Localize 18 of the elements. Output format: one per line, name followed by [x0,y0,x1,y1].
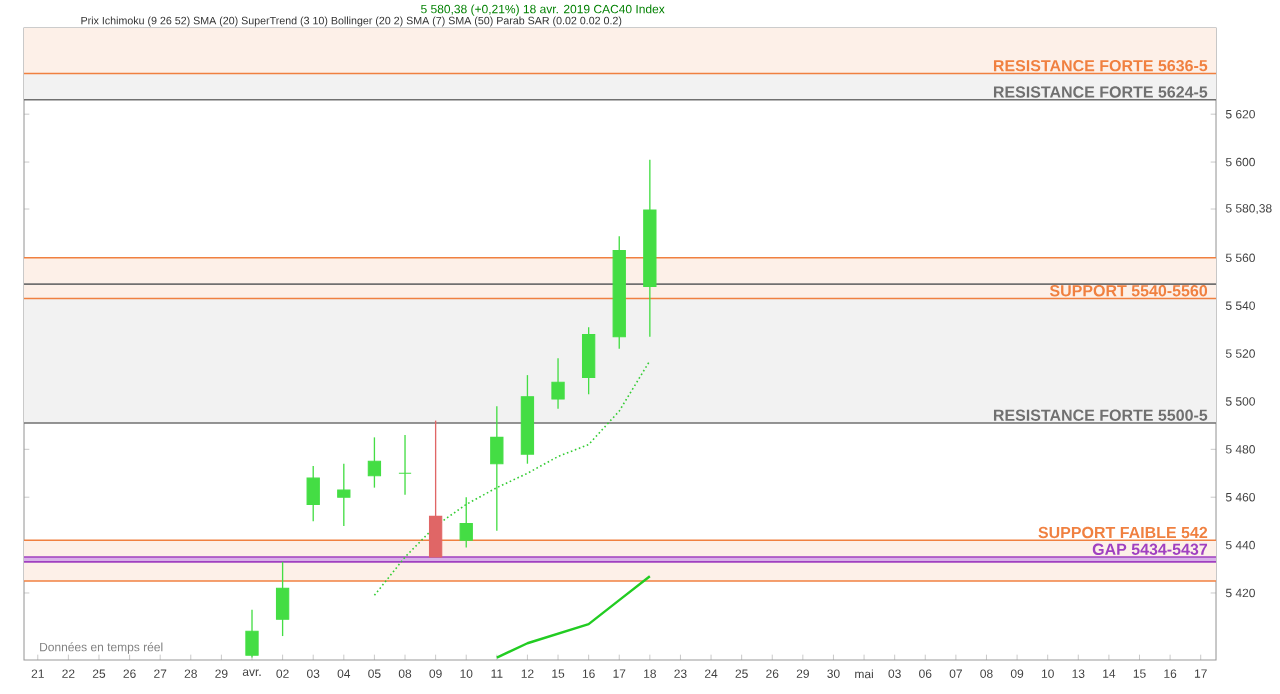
candlestick [459,496,473,549]
candlestick [306,465,320,522]
ref-line-label: SUPPORT 5540-5560 [1049,285,1208,297]
ref-line-label: SUPPORT FAIBLE 542 [1038,526,1208,539]
candlestick [398,434,412,496]
line-series [373,359,651,597]
candlestick [490,405,504,532]
ref-line-label: GAP 5434-5437 [1092,543,1208,555]
ref-line-label: RESISTANCE FORTE 5636-5 [993,60,1208,72]
candlestick [275,561,290,637]
ref-line-label: RESISTANCE FORTE 5624-5 [993,86,1208,98]
candlestick [551,357,565,410]
candlestick [367,436,382,489]
candlestick [337,463,351,527]
ref-line-label: RESISTANCE FORTE 5500-5 [993,409,1208,421]
candlestick [428,419,443,558]
candlestick [581,326,596,395]
candlestick [245,609,259,659]
